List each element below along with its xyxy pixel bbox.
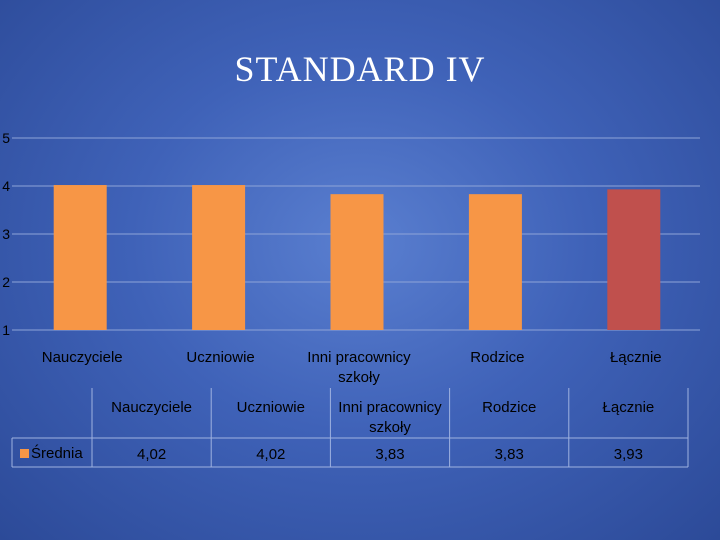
y-tick-label: 3	[2, 226, 10, 242]
legend-series-name: Średnia	[31, 444, 83, 462]
table-header-cell: Nauczyciele	[111, 399, 192, 416]
data-table: Nauczyciele Uczniowie Inni pracownicy szkoł…	[11, 388, 689, 468]
bar	[192, 185, 246, 330]
y-tick-label: 1	[2, 322, 10, 338]
table-header-cell: Łącznie	[603, 399, 655, 416]
x-category-label: Rodzice	[470, 349, 524, 366]
bar	[607, 189, 661, 330]
table-value-cell: 3,93	[614, 446, 643, 463]
y-tick-label: 5	[2, 130, 10, 146]
y-axis-ticks: 1 2 3 4 5	[2, 130, 10, 338]
x-category-label: Nauczyciele	[42, 349, 123, 366]
table-header-cell: Uczniowie	[237, 399, 305, 416]
table-value-cell: 4,02	[256, 446, 285, 463]
table-header-cell: Rodzice	[482, 399, 536, 416]
table-value-cell: 3,83	[375, 446, 404, 463]
x-category-label: Łącznie	[610, 349, 662, 366]
y-tick-label: 2	[2, 274, 10, 290]
category-labels: Nauczyciele Uczniowie Inni pracownicy szkoł…	[42, 349, 662, 386]
table-value-cell: 3,83	[495, 446, 524, 463]
chart-title: STANDARD IV	[234, 49, 486, 89]
x-category-label: Uczniowie	[186, 349, 254, 366]
bar	[468, 194, 522, 330]
bar	[330, 194, 384, 330]
bars	[53, 185, 661, 330]
table-header-cell: Inni pracownicy szkoły	[338, 399, 442, 436]
bar	[53, 185, 107, 330]
table-value-cell: 4,02	[137, 446, 166, 463]
x-category-label: Inni pracownicy szkoły	[307, 349, 411, 386]
legend-swatch	[20, 449, 29, 458]
y-tick-label: 4	[2, 178, 10, 194]
